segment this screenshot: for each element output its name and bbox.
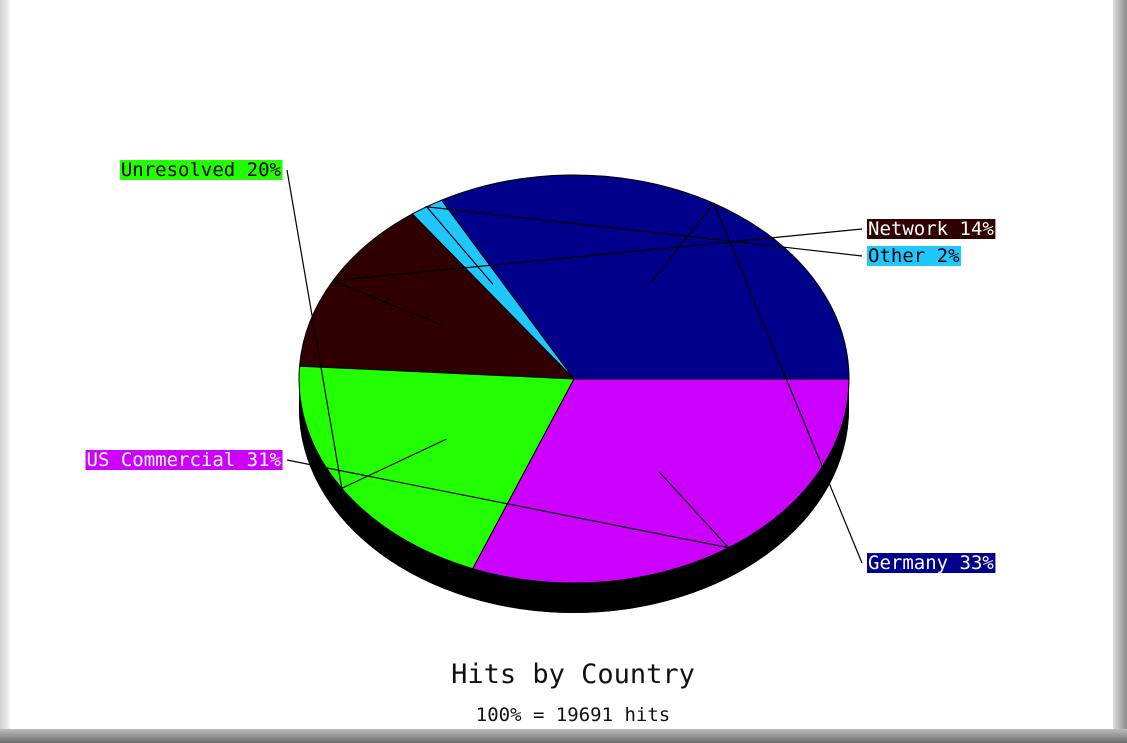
pie-slices [298,174,850,584]
leader-line-1 [425,205,863,285]
slice-label-bg-0 [867,553,996,573]
slice-label-0: Germany 33% [867,552,996,574]
chart-title: Hits by Country [451,659,695,690]
slice-label-text-4: US Commercial 31% [87,449,282,471]
leader-line-0 [650,202,863,564]
frame-edge-left [0,0,10,743]
slice-label-text-0: Germany 33% [868,552,994,574]
pie-leader-lines [286,169,863,564]
leader-line-2 [332,228,863,326]
slice-label-1: Other 2% [867,245,962,267]
slice-label-3: Unresolved 20% [119,159,283,181]
slice-label-2: Network 14% [867,218,996,240]
frame-edge-bottom [0,729,1127,743]
slice-label-text-1: Other 2% [868,245,960,267]
slice-label-4: US Commercial 31% [85,449,283,471]
slice-label-text-2: Network 14% [868,218,994,240]
slice-label-text-3: Unresolved 20% [121,159,282,181]
chart-subtitle: 100% = 19691 hits [476,704,670,726]
slice-label-bg-2 [867,219,996,239]
slice-label-bg-3 [119,160,283,180]
slice-label-bg-4 [85,450,283,470]
slice-label-bg-1 [867,246,962,266]
leader-line-3 [286,169,447,490]
frame-edge-right [1113,0,1127,743]
leader-line-4 [286,459,731,549]
pie-labels: Germany 33% Other 2% Network 14% Unresolved… [85,159,996,574]
